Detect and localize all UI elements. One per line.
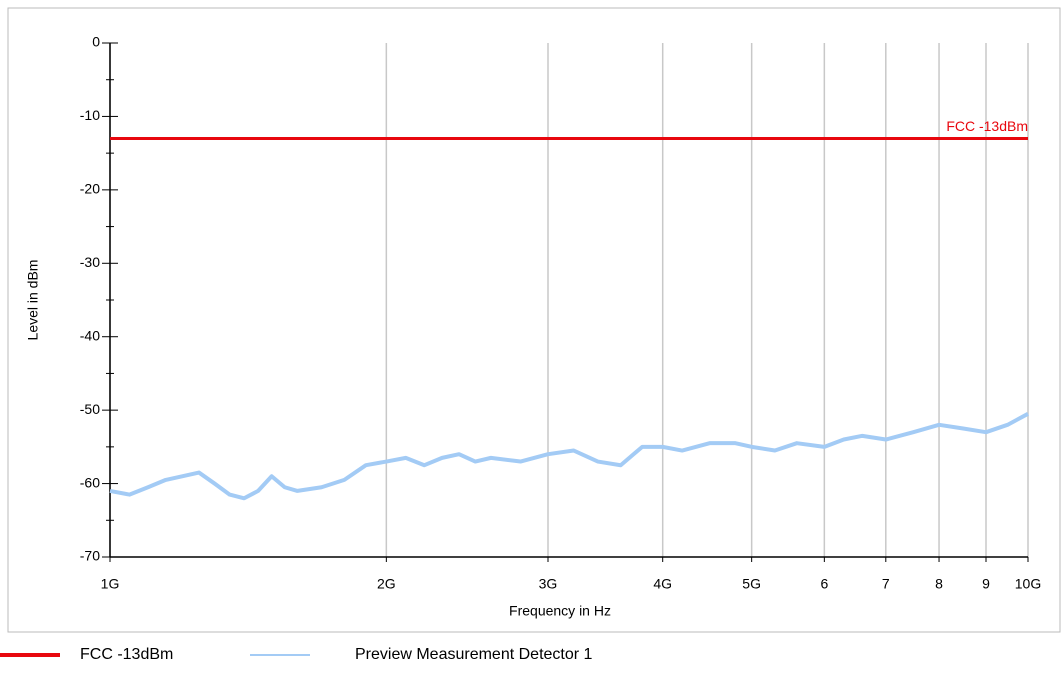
x-tick-label: 9 xyxy=(982,576,990,592)
x-tick-label: 3G xyxy=(539,576,558,592)
plot-frame xyxy=(7,7,1061,633)
x-tick-label: 4G xyxy=(653,576,672,592)
x-tick-label: 2G xyxy=(377,576,396,592)
x-axis-label: Frequency in Hz xyxy=(509,603,611,619)
legend-label: FCC -13dBm xyxy=(80,646,173,663)
y-tick-label: 0 xyxy=(92,34,100,50)
y-tick-label: -10 xyxy=(80,107,100,123)
y-axis-label: Level in dBm xyxy=(25,260,41,341)
y-tick-label: -70 xyxy=(80,548,100,564)
x-tick-label: 10G xyxy=(1015,576,1041,592)
y-tick-label: -50 xyxy=(80,401,100,417)
x-tick-label: 5G xyxy=(742,576,761,592)
y-tick-label: -40 xyxy=(80,327,100,343)
limit-label: FCC -13dBm xyxy=(946,118,1028,134)
x-tick-label: 8 xyxy=(935,576,943,592)
legend-label: Preview Measurement Detector 1 xyxy=(355,646,593,663)
y-tick-label: -60 xyxy=(80,474,100,490)
x-tick-label: 7 xyxy=(882,576,890,592)
x-tick-label: 1G xyxy=(101,576,120,592)
x-tick-label: 6 xyxy=(820,576,828,592)
y-tick-label: -20 xyxy=(80,181,100,197)
series-line xyxy=(109,412,1029,501)
y-tick-label: -30 xyxy=(80,254,100,270)
